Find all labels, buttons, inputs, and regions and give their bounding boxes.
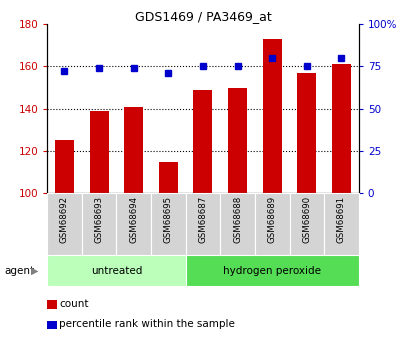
Bar xyxy=(185,193,220,255)
Bar xyxy=(81,193,116,255)
Text: untreated: untreated xyxy=(90,266,142,276)
Bar xyxy=(220,193,254,255)
Bar xyxy=(262,39,281,193)
Bar xyxy=(254,193,289,255)
Text: ▶: ▶ xyxy=(31,266,38,276)
Text: count: count xyxy=(59,299,89,308)
Bar xyxy=(297,73,316,193)
Bar xyxy=(289,193,324,255)
Bar xyxy=(185,255,358,286)
Text: percentile rank within the sample: percentile rank within the sample xyxy=(59,319,235,329)
Text: agent: agent xyxy=(4,266,34,276)
Text: GSM68692: GSM68692 xyxy=(60,196,69,243)
Text: GSM68687: GSM68687 xyxy=(198,196,207,243)
Text: hydrogen peroxide: hydrogen peroxide xyxy=(222,266,320,276)
Text: GSM68688: GSM68688 xyxy=(232,196,241,243)
Text: GSM68691: GSM68691 xyxy=(336,196,345,243)
Bar xyxy=(227,88,247,193)
Text: GSM68695: GSM68695 xyxy=(164,196,173,243)
Bar xyxy=(47,321,57,329)
Text: GSM68689: GSM68689 xyxy=(267,196,276,243)
Bar xyxy=(193,90,212,193)
Text: GSM68690: GSM68690 xyxy=(301,196,310,243)
Bar xyxy=(55,140,74,193)
Bar xyxy=(47,300,57,309)
Bar xyxy=(47,193,81,255)
Bar xyxy=(89,111,108,193)
Bar xyxy=(124,107,143,193)
Bar xyxy=(324,193,358,255)
Bar xyxy=(158,161,178,193)
Bar xyxy=(151,193,185,255)
Text: GSM68694: GSM68694 xyxy=(129,196,138,243)
Text: GSM68693: GSM68693 xyxy=(94,196,103,243)
Bar xyxy=(47,255,185,286)
Title: GDS1469 / PA3469_at: GDS1469 / PA3469_at xyxy=(134,10,271,23)
Bar xyxy=(116,193,151,255)
Bar xyxy=(331,64,350,193)
